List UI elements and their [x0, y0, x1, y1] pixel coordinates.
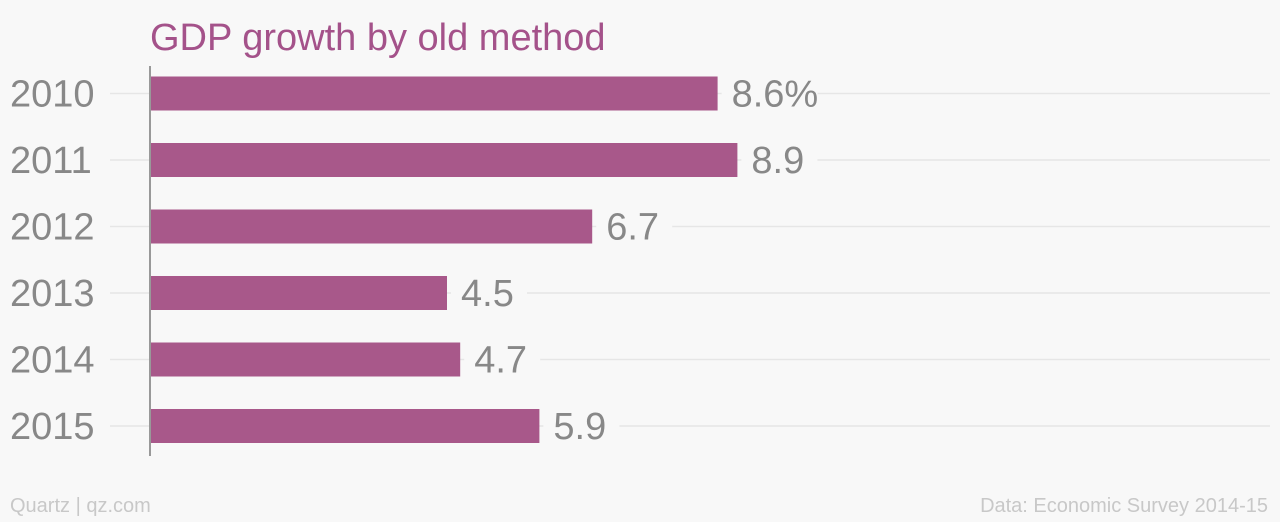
bar-2015 [150, 409, 540, 443]
y-tick-label: 2012 [10, 207, 95, 249]
bar-2010 [150, 76, 718, 111]
y-tick-label: 2014 [10, 340, 95, 382]
y-tick-label: 2010 [10, 74, 95, 116]
data-label-background [721, 71, 818, 116]
chart-title: GDP growth by old method [150, 17, 606, 59]
data-label-background [451, 271, 527, 315]
bar-2013 [150, 276, 447, 310]
data-labels: 8.6% 8.9 6.7 4.5 4.7 5.9 [451, 71, 819, 448]
data-label-2014: 4.7 [474, 340, 527, 382]
y-tick-labels: 2010 2011 2012 2013 2014 2015 [10, 74, 95, 449]
data-label-2013: 4.5 [461, 273, 514, 315]
data-label-2015: 5.9 [553, 406, 606, 448]
y-tick-label: 2011 [10, 140, 92, 182]
bars [150, 76, 738, 443]
footer-source: Data: Economic Survey 2014-15 [980, 495, 1268, 517]
data-label-background [741, 138, 818, 182]
bar-2014 [150, 342, 461, 377]
data-label-background [596, 204, 673, 249]
data-label-2011: 8.9 [751, 140, 804, 182]
footer-credit: Quartz | qz.com [10, 495, 151, 517]
bar-2011 [150, 143, 738, 177]
data-label-background [543, 404, 620, 448]
data-label-2012: 6.7 [606, 207, 659, 249]
y-tick-label: 2013 [10, 273, 95, 315]
bar-2012 [150, 209, 593, 244]
data-label-2010: 8.6% [732, 74, 819, 116]
y-tick-label: 2015 [10, 406, 95, 448]
data-label-background [464, 337, 541, 382]
